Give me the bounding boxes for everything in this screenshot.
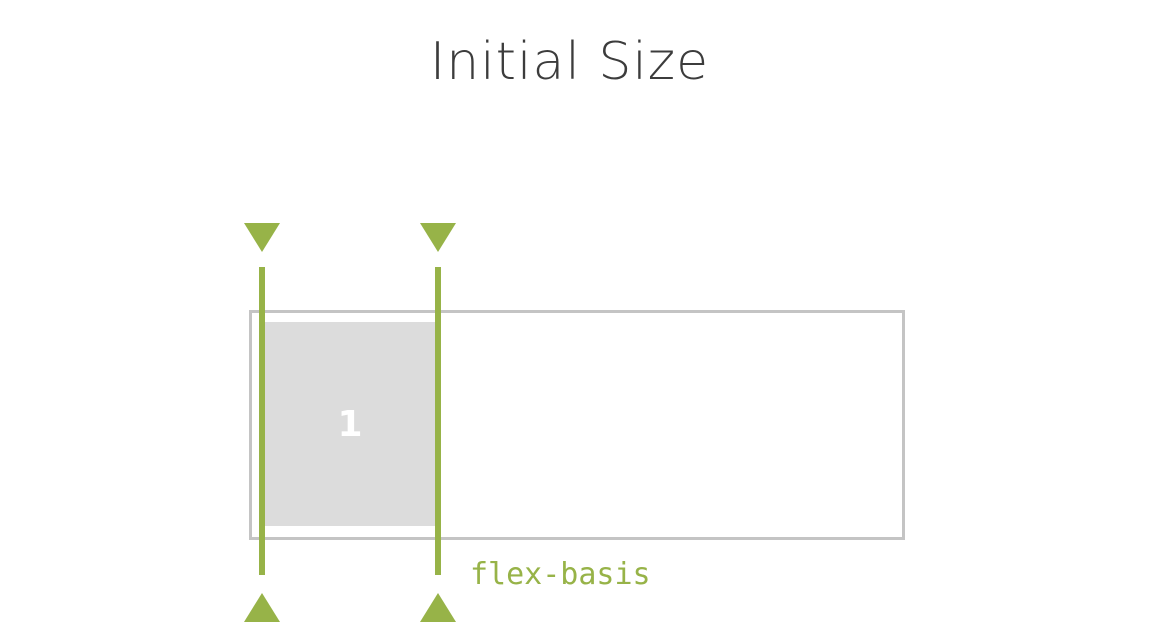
diagram-title: Initial Size — [429, 32, 710, 92]
right-guide-bottom-arrow — [420, 593, 456, 622]
right-guide-line — [435, 267, 441, 575]
left-guide-top-arrow — [244, 223, 280, 252]
flex-basis-label: flex-basis — [470, 557, 651, 592]
left-guide-bottom-arrow — [244, 593, 280, 622]
flex-item-label: 1 — [337, 403, 363, 445]
right-guide-top-arrow — [420, 223, 456, 252]
left-guide-line — [259, 267, 265, 575]
flex-item — [262, 322, 438, 526]
